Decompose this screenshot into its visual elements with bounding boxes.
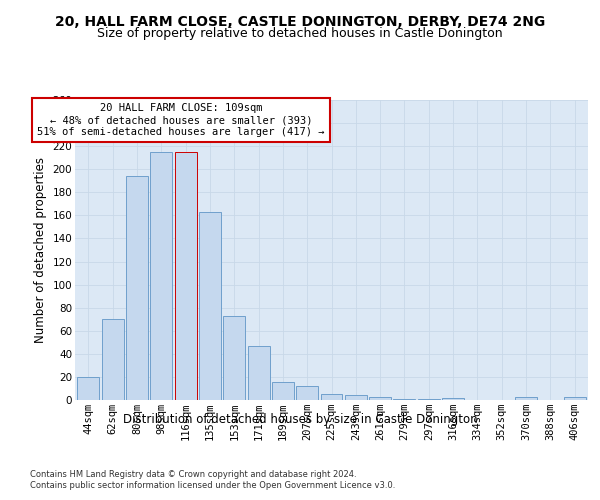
Text: 20, HALL FARM CLOSE, CASTLE DONINGTON, DERBY, DE74 2NG: 20, HALL FARM CLOSE, CASTLE DONINGTON, D… xyxy=(55,15,545,29)
Bar xyxy=(175,152,197,400)
Bar xyxy=(272,382,294,400)
Bar xyxy=(345,396,367,400)
Bar xyxy=(394,399,415,400)
Text: Contains public sector information licensed under the Open Government Licence v3: Contains public sector information licen… xyxy=(30,481,395,490)
Text: 20 HALL FARM CLOSE: 109sqm
← 48% of detached houses are smaller (393)
51% of sem: 20 HALL FARM CLOSE: 109sqm ← 48% of deta… xyxy=(37,104,325,136)
Bar xyxy=(126,176,148,400)
Text: Contains HM Land Registry data © Crown copyright and database right 2024.: Contains HM Land Registry data © Crown c… xyxy=(30,470,356,479)
Bar xyxy=(296,386,318,400)
Y-axis label: Number of detached properties: Number of detached properties xyxy=(34,157,47,343)
Bar xyxy=(442,398,464,400)
Text: Distribution of detached houses by size in Castle Donington: Distribution of detached houses by size … xyxy=(122,412,478,426)
Bar xyxy=(102,319,124,400)
Bar xyxy=(223,316,245,400)
Bar xyxy=(320,394,343,400)
Bar xyxy=(151,152,172,400)
Bar xyxy=(199,212,221,400)
Bar xyxy=(248,346,269,400)
Text: Size of property relative to detached houses in Castle Donington: Size of property relative to detached ho… xyxy=(97,28,503,40)
Bar xyxy=(515,396,537,400)
Bar xyxy=(563,396,586,400)
Bar xyxy=(77,377,100,400)
Bar xyxy=(418,399,440,400)
Bar xyxy=(369,396,391,400)
